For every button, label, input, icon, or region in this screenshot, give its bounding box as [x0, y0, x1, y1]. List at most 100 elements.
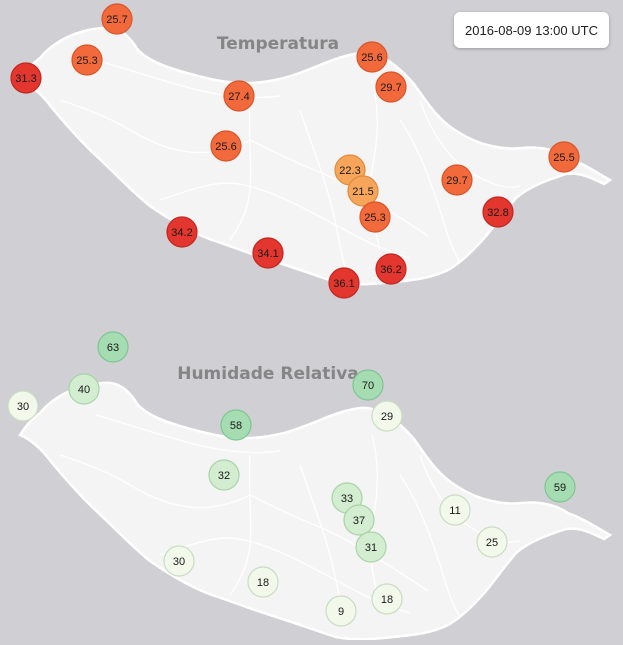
temperature-station-value: 25.3 [364, 212, 385, 224]
temperature-station-circle [356, 41, 388, 73]
temperature-station-circle [347, 175, 379, 207]
temperature-station-marker[interactable]: 36.2 [375, 253, 407, 285]
temperature-station-marker[interactable]: 25.6 [356, 41, 388, 73]
temperature-station-circle [375, 71, 407, 103]
temperature-station-circle [223, 80, 255, 112]
humidity-station-circle [220, 409, 252, 441]
temperature-markers: 25.7 25.3 31.3 27.4 25.6 25.6 29.7 22.3 21.5 25.3… [10, 3, 580, 299]
humidity-station-marker[interactable]: 59 [544, 471, 576, 503]
humidity-station-marker[interactable]: 11 [439, 494, 471, 526]
humidity-map-title: Humidade Relativa [177, 364, 359, 384]
temperature-station-value: 36.1 [333, 278, 354, 290]
humidity-island [18, 381, 612, 641]
humidity-station-value: 30 [173, 556, 185, 568]
humidity-station-marker[interactable]: 31 [355, 531, 387, 563]
humidity-station-marker[interactable]: 18 [247, 566, 279, 598]
temperature-station-value: 25.7 [106, 14, 127, 26]
temperature-station-marker[interactable]: 25.5 [548, 141, 580, 173]
humidity-station-marker[interactable]: 32 [208, 459, 240, 491]
humidity-station-value: 9 [338, 606, 344, 618]
humidity-station-marker[interactable]: 9 [325, 595, 357, 627]
humidity-station-circle [371, 583, 403, 615]
temperature-station-value: 36.2 [380, 264, 401, 276]
temperature-station-circle [375, 253, 407, 285]
temperature-station-marker[interactable]: 32.8 [482, 196, 514, 228]
temperature-station-circle [359, 201, 391, 233]
humidity-station-value: 18 [257, 577, 269, 589]
temperature-station-marker[interactable]: 22.3 [334, 154, 366, 186]
humidity-station-value: 31 [365, 542, 377, 554]
humidity-station-value: 11 [449, 505, 460, 517]
humidity-station-marker[interactable]: 25 [476, 526, 508, 558]
temperature-station-value: 25.3 [76, 55, 97, 67]
temperature-station-value: 25.6 [361, 52, 382, 64]
humidity-station-value: 59 [554, 482, 566, 494]
temperature-station-marker[interactable]: 25.7 [101, 3, 133, 35]
temperature-station-circle [166, 216, 198, 248]
humidity-station-value: 30 [17, 401, 29, 413]
humidity-station-circle [352, 369, 384, 401]
temperature-island [18, 26, 612, 286]
humidity-station-circle [355, 531, 387, 563]
temperature-station-circle [328, 267, 360, 299]
temperature-station-circle [10, 62, 42, 94]
temperature-station-value: 31.3 [15, 73, 36, 85]
temperature-station-circle [441, 164, 473, 196]
humidity-station-circle [439, 494, 471, 526]
temperature-station-value: 21.5 [352, 186, 373, 198]
temperature-station-circle [210, 130, 242, 162]
humidity-station-circle [68, 373, 100, 405]
temperature-station-value: 29.7 [380, 82, 401, 94]
humidity-station-marker[interactable]: 40 [68, 373, 100, 405]
timestamp-box: 2016-08-09 13:00 UTC [454, 12, 609, 48]
temperature-map-title: Temperatura [217, 34, 339, 54]
temperature-station-marker[interactable]: 25.3 [71, 44, 103, 76]
humidity-station-marker[interactable]: 18 [371, 583, 403, 615]
timestamp-label: 2016-08-09 13:00 UTC [465, 22, 598, 38]
temperature-station-value: 22.3 [339, 165, 360, 177]
humidity-station-value: 70 [362, 380, 374, 392]
temperature-station-marker[interactable]: 34.2 [166, 216, 198, 248]
humidity-station-circle [7, 390, 39, 422]
temperature-station-value: 25.6 [215, 141, 236, 153]
humidity-station-marker[interactable]: 30 [7, 390, 39, 422]
temperature-station-marker[interactable]: 36.1 [328, 267, 360, 299]
humidity-station-marker[interactable]: 29 [371, 400, 403, 432]
temperature-station-marker[interactable]: 34.1 [252, 237, 284, 269]
humidity-station-value: 32 [218, 470, 230, 482]
humidity-station-marker[interactable]: 63 [97, 331, 129, 363]
temperature-station-value: 25.5 [553, 152, 574, 164]
humidity-station-marker[interactable]: 30 [163, 545, 195, 577]
temperature-station-value: 29.7 [446, 175, 467, 187]
temperature-station-marker[interactable]: 25.3 [359, 201, 391, 233]
temperature-station-marker[interactable]: 29.7 [375, 71, 407, 103]
temperature-station-value: 34.1 [257, 248, 278, 260]
humidity-station-circle [97, 331, 129, 363]
temperature-station-circle [482, 196, 514, 228]
humidity-station-circle [371, 400, 403, 432]
temperature-station-marker[interactable]: 31.3 [10, 62, 42, 94]
humidity-station-value: 18 [381, 594, 393, 606]
temperature-station-marker[interactable]: 21.5 [347, 175, 379, 207]
humidity-station-circle [163, 545, 195, 577]
humidity-station-marker[interactable]: 58 [220, 409, 252, 441]
humidity-station-value: 40 [78, 384, 90, 396]
temperature-station-value: 32.8 [487, 207, 508, 219]
humidity-station-value: 33 [341, 493, 353, 505]
humidity-station-circle [476, 526, 508, 558]
temperature-station-marker[interactable]: 25.6 [210, 130, 242, 162]
humidity-station-marker[interactable]: 37 [343, 504, 375, 536]
humidity-station-marker[interactable]: 70 [352, 369, 384, 401]
temperature-station-value: 27.4 [228, 91, 249, 103]
humidity-station-value: 29 [381, 411, 393, 423]
humidity-station-circle [208, 459, 240, 491]
temperature-station-circle [252, 237, 284, 269]
temperature-station-marker[interactable]: 29.7 [441, 164, 473, 196]
temperature-station-value: 34.2 [171, 227, 192, 239]
humidity-station-circle [343, 504, 375, 536]
humidity-station-circle [544, 471, 576, 503]
temperature-station-marker[interactable]: 27.4 [223, 80, 255, 112]
